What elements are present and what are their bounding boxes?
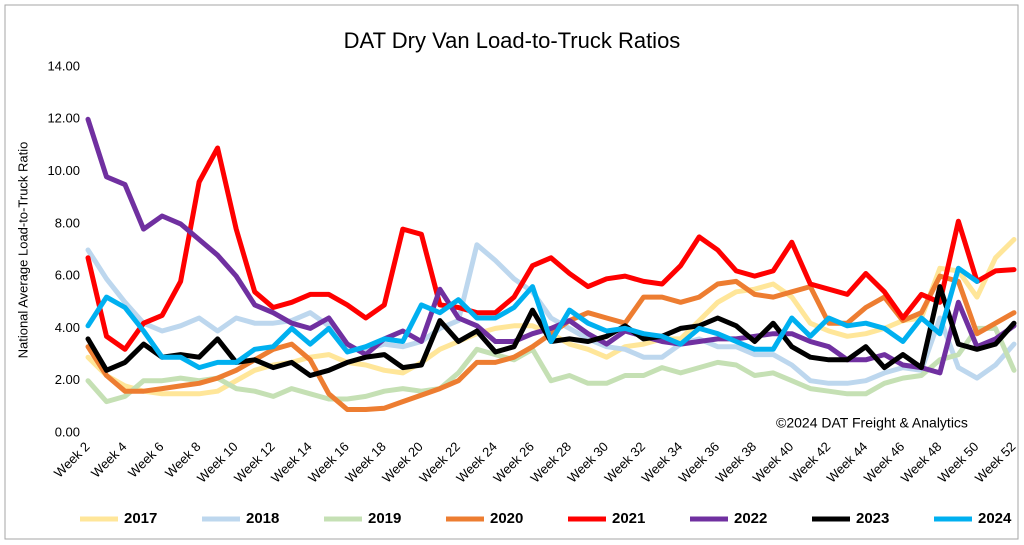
legend-label: 2023 xyxy=(856,510,889,527)
y-tick-label: 10.00 xyxy=(47,163,80,178)
series-line xyxy=(85,145,1017,352)
legend-label: 2024 xyxy=(978,510,1012,527)
y-tick-label: 2.00 xyxy=(55,372,80,387)
y-tick-label: 14.00 xyxy=(47,58,80,73)
legend-label: 2022 xyxy=(734,510,767,527)
y-axis-label: National Average Load-to-Truck Ratio xyxy=(15,142,30,359)
legend-label: 2017 xyxy=(124,510,157,527)
annotation: ©2024 DAT Freight & Analytics xyxy=(776,415,968,431)
y-tick-label: 8.00 xyxy=(55,215,80,230)
legend-label: 2021 xyxy=(612,510,645,527)
y-tick-label: 4.00 xyxy=(55,320,80,335)
y-tick-label: 0.00 xyxy=(55,424,80,439)
series-line xyxy=(85,242,1017,386)
series-line xyxy=(85,265,980,371)
series-line xyxy=(85,325,1017,405)
legend-label: 2020 xyxy=(490,510,523,527)
y-tick-label: 6.00 xyxy=(55,268,80,283)
chart-title: DAT Dry Van Load-to-Truck Ratios xyxy=(344,28,681,53)
legend-label: 2018 xyxy=(246,510,279,527)
legend-label: 2019 xyxy=(368,510,401,527)
series-line xyxy=(85,116,1017,376)
chart-border xyxy=(4,4,1019,540)
y-tick-label: 12.00 xyxy=(47,111,80,126)
